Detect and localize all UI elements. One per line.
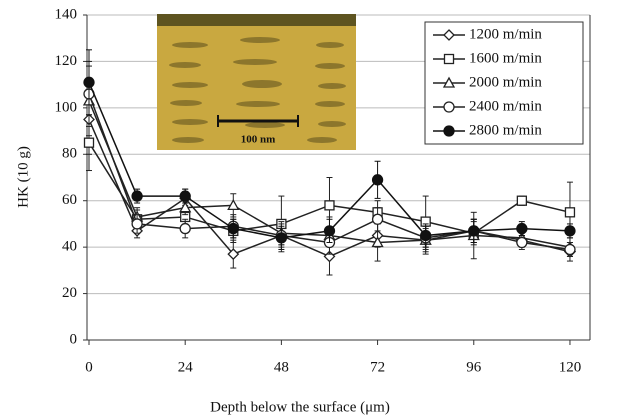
inset-image: 100 nm [157, 14, 356, 150]
marker [444, 102, 454, 112]
chart: 100 nm Depth below the surface (μm) HK (… [0, 0, 622, 419]
x-tick-label: 72 [370, 359, 385, 375]
y-tick-label: 60 [62, 192, 77, 208]
y-axis-label: HK (10 g) [15, 146, 31, 208]
y-tick-label: 120 [55, 53, 78, 69]
legend-label: 1600 m/min [469, 50, 542, 66]
marker [325, 201, 334, 210]
y-tick-label: 20 [62, 285, 77, 301]
inset-edge [157, 14, 356, 26]
marker [444, 126, 454, 136]
x-axis-label: Depth below the surface (μm) [210, 399, 390, 415]
marker [132, 219, 142, 229]
x-tick-label: 24 [178, 359, 194, 375]
marker [373, 175, 383, 185]
y-tick-label: 0 [70, 331, 78, 347]
marker [565, 244, 575, 254]
x-tick-label: 0 [85, 359, 93, 375]
marker [517, 196, 526, 205]
marker [517, 224, 527, 234]
legend-label: 2400 m/min [469, 98, 542, 114]
y-tick-label: 100 [55, 99, 78, 115]
marker [469, 226, 479, 236]
scale-bar-label: 100 nm [241, 134, 276, 146]
marker [565, 208, 574, 217]
marker [373, 214, 383, 224]
marker [276, 233, 286, 243]
legend-label: 1200 m/min [469, 26, 542, 42]
marker [84, 77, 94, 87]
y-tick-label: 140 [55, 6, 78, 22]
marker [421, 231, 431, 241]
y-tick-label: 80 [62, 146, 77, 162]
marker [565, 226, 575, 236]
marker [517, 238, 527, 248]
marker [324, 226, 334, 236]
legend-label: 2800 m/min [469, 122, 542, 138]
x-tick-label: 48 [274, 359, 289, 375]
x-tick-label: 120 [559, 359, 582, 375]
marker [445, 55, 454, 64]
marker [132, 191, 142, 201]
marker [85, 138, 94, 147]
marker [180, 224, 190, 234]
legend-label: 2000 m/min [469, 74, 542, 90]
y-tick-label: 40 [62, 239, 77, 255]
x-tick-label: 96 [466, 359, 482, 375]
marker [228, 224, 238, 234]
marker [180, 191, 190, 201]
